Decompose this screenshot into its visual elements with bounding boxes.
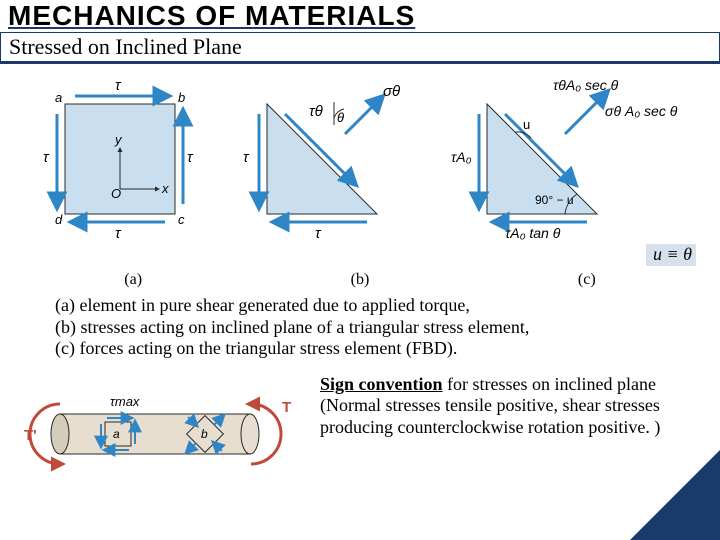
fig-a-tau-b: τ [115, 225, 122, 242]
torsion-taumax: τmax [110, 394, 140, 409]
captions: (a) element in pure shear generated due … [0, 291, 720, 366]
torsion-a: a [113, 427, 120, 441]
fig-a-tau-l: τ [43, 149, 50, 166]
lower-row: T' T a τmax b Sign convention for stress… [0, 366, 720, 494]
page-subtitle: Stressed on Inclined Plane [0, 32, 720, 62]
caption-c: (c) forces acting on the triangular stre… [55, 338, 680, 360]
header: MECHANICS OF MATERIALS Stressed on Incli… [0, 0, 720, 64]
fig-c-tauA0: τA₀ [451, 149, 472, 165]
fig-a-a: a [55, 90, 62, 105]
fig-a-tau-r: τ [187, 149, 194, 166]
caption-a: (a) element in pure shear generated due … [55, 295, 680, 317]
fig-b-tautheta: τθ [309, 103, 323, 120]
fig-c-tausec: τθA₀ sec θ [553, 77, 619, 93]
equivalence-note: u ≡ θ [0, 244, 720, 267]
fig-a-x: x [161, 181, 169, 196]
fig-a-b: b [178, 90, 185, 105]
fig-c-tauA0tan: τA₀ tan θ [505, 225, 561, 241]
fig-b-theta: θ [337, 110, 344, 125]
fig-b-sigma: σθ [383, 83, 400, 100]
fig-b-tau-b: τ [315, 225, 322, 242]
fig-c-u: u [523, 117, 530, 132]
fig-label-a: (a) [124, 271, 142, 289]
torsion-b: b [201, 427, 208, 441]
fig-a-tau-t: τ [115, 77, 122, 94]
torsion-Tp: T' [24, 427, 37, 444]
sign-convention-lead: Sign convention [320, 374, 443, 394]
caption-b: (b) stresses acting on inclined plane of… [55, 317, 680, 339]
page-title: MECHANICS OF MATERIALS [0, 0, 720, 32]
fig-c-angle: 90° − u [535, 193, 574, 207]
torsion-T: T [282, 399, 291, 416]
torsion-figure: T' T a τmax b [10, 374, 310, 494]
fig-b-tau-l: τ [243, 149, 250, 166]
figure-a: O x y a b c d τ τ τ τ [25, 74, 215, 244]
fig-label-c: (c) [578, 271, 596, 289]
figure-b: θ σθ τθ τ τ [225, 74, 435, 244]
fig-a-origin: O [111, 186, 121, 201]
figure-row: O x y a b c d τ τ τ τ θ σθ τθ τ τ [0, 64, 720, 244]
fig-c-sigsec: σθ A₀ sec θ [605, 103, 678, 119]
fig-a-c: c [178, 212, 185, 227]
corner-accent [630, 450, 720, 540]
fig-label-b: (b) [351, 271, 370, 289]
figure-labels: (a) (b) (c) [0, 267, 720, 291]
figure-c: u 90° − u τA₀ τA₀ tan θ τθA₀ sec θ σθ A₀… [445, 74, 695, 244]
fig-a-d: d [55, 212, 63, 227]
